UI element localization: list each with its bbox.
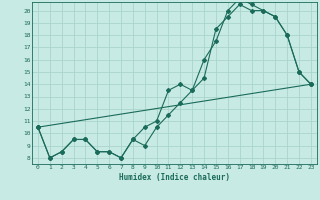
X-axis label: Humidex (Indice chaleur): Humidex (Indice chaleur) (119, 173, 230, 182)
